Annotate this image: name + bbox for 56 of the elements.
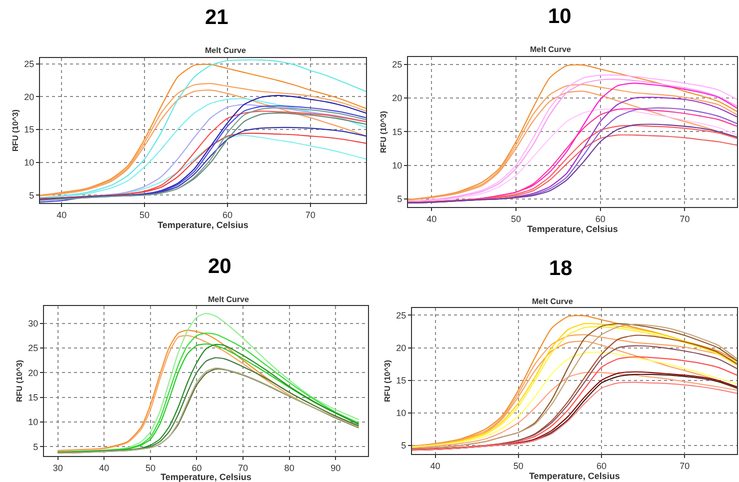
chart-title: 10 xyxy=(548,5,572,28)
x-tick-label: 60 xyxy=(222,210,232,220)
y-tick-label: 20 xyxy=(392,93,402,104)
y-tick-label: 25 xyxy=(396,310,406,320)
y-tick-label: 25 xyxy=(392,60,402,70)
x-tick-label: 90 xyxy=(330,462,341,473)
y-tick-label: 5 xyxy=(401,440,406,451)
x-axis-title: Temperature, Celsius xyxy=(160,472,252,482)
x-tick-label: 70 xyxy=(238,462,248,473)
x-tick-label: 80 xyxy=(284,462,294,473)
y-tick-label: 10 xyxy=(392,160,402,170)
y-tick-label: 5 xyxy=(397,194,402,204)
y-tick-label: 20 xyxy=(24,92,34,102)
y-tick-label: 10 xyxy=(396,408,406,418)
y-tick-label: 20 xyxy=(28,368,38,378)
y-axis-title: RFU (10^3) xyxy=(378,110,388,154)
chart-subtitle: Melt Curve xyxy=(532,297,574,306)
x-tick-label: 60 xyxy=(596,460,607,471)
x-tick-label: 70 xyxy=(680,460,690,471)
y-tick-label: 5 xyxy=(29,190,34,200)
y-tick-label: 15 xyxy=(24,124,34,135)
x-tick-label: 40 xyxy=(426,214,437,224)
y-tick-label: 10 xyxy=(28,417,38,428)
x-tick-label: 50 xyxy=(145,462,156,473)
y-tick-label: 25 xyxy=(28,343,38,354)
x-tick-label: 70 xyxy=(305,210,316,220)
x-tick-label: 60 xyxy=(595,214,606,224)
chart-subtitle: Melt Curve xyxy=(205,46,246,55)
y-tick-label: 20 xyxy=(396,342,406,353)
y-tick-label: 30 xyxy=(28,318,38,328)
chart-subtitle: Melt Curve xyxy=(530,45,572,54)
y-axis-title: RFU (10^3) xyxy=(382,360,392,402)
y-axis-title: RFU (10^3) xyxy=(14,360,24,402)
x-tick-label: 30 xyxy=(52,462,63,473)
chart-title: 20 xyxy=(208,255,232,278)
x-tick-label: 60 xyxy=(192,462,202,473)
y-tick-label: 25 xyxy=(24,59,34,70)
x-tick-label: 50 xyxy=(140,210,150,220)
chart-title: 21 xyxy=(205,6,229,29)
y-tick-label: 15 xyxy=(396,376,406,386)
chart-title: 18 xyxy=(549,257,573,280)
y-tick-label: 15 xyxy=(392,126,402,137)
x-tick-label: 50 xyxy=(510,214,521,224)
x-axis-title: Temperature, Celsius xyxy=(529,470,620,481)
x-axis-title: Temperature, Celsius xyxy=(158,220,248,230)
x-tick-label: 40 xyxy=(99,462,110,473)
x-tick-label: 50 xyxy=(513,460,524,471)
x-tick-label: 70 xyxy=(680,214,690,224)
x-axis-title: Temperature, Celsius xyxy=(527,224,618,234)
y-tick-label: 10 xyxy=(24,157,34,168)
chart-subtitle: Melt Curve xyxy=(208,295,250,304)
y-axis-title: RFU (10^3) xyxy=(10,109,20,152)
x-tick-label: 40 xyxy=(430,460,440,471)
y-tick-label: 5 xyxy=(33,442,38,452)
y-tick-label: 15 xyxy=(28,392,38,402)
x-tick-label: 40 xyxy=(56,210,67,220)
